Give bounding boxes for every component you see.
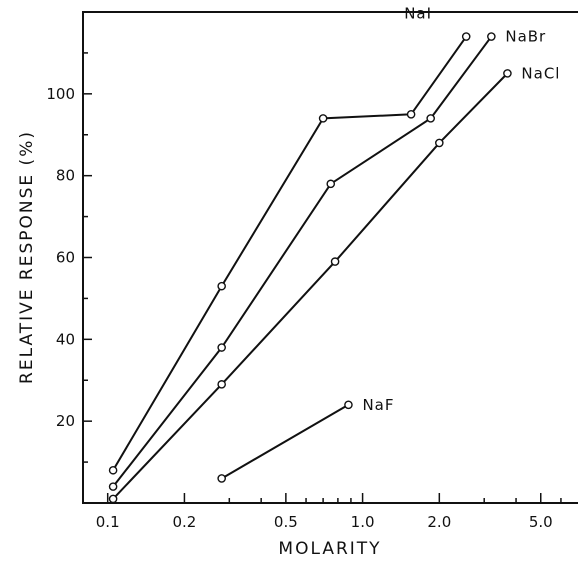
y-tick-label: 60 [56, 249, 75, 267]
x-tick-label: 0.2 [173, 513, 197, 531]
x-tick-label: 0.1 [96, 513, 120, 531]
data-point-nai [217, 281, 226, 291]
series-label-nacl: NaCl [521, 64, 560, 82]
series-labels: NaI NaBr NaCl NaF [362, 5, 560, 414]
data-point-nacl [503, 69, 512, 78]
series-label-naf: NaF [362, 396, 394, 414]
data-point-nacl [217, 380, 226, 389]
data-point-nai [318, 114, 328, 123]
chart-axes: 20 40 60 80 100 0.1 0.2 0.5 1.0 2.0 5.0 [46, 11, 578, 531]
series-line-nacl [112, 72, 509, 500]
data-point-naf [217, 474, 226, 483]
series-label-nabr: NaBr [505, 28, 546, 46]
data-point-nai [406, 109, 416, 119]
y-tick-label: 100 [46, 85, 75, 103]
data-point-nacl [108, 494, 118, 504]
series-line-naf [221, 403, 349, 480]
x-tick-label: 2.0 [427, 513, 451, 531]
data-point-nai [108, 465, 118, 475]
data-point-nacl [330, 257, 340, 266]
data-point-nabr [108, 482, 118, 491]
data-point-nai [461, 32, 471, 41]
series-group [108, 32, 512, 504]
y-tick-label: 20 [56, 412, 75, 430]
series-line-nabr [112, 35, 493, 488]
x-tick-label: 0.5 [274, 513, 298, 531]
x-tick-label: 5.0 [529, 513, 553, 531]
data-point-nabr [487, 32, 496, 41]
data-point-nacl [435, 138, 444, 148]
series-line-nai [112, 35, 468, 471]
x-axis-title: MOLARITY [278, 539, 381, 559]
y-tick-label: 40 [56, 330, 75, 348]
x-tick-label: 1.0 [351, 513, 375, 531]
series-label-nai: NaI [404, 5, 432, 23]
data-point-nabr [326, 179, 336, 189]
data-point-nabr [217, 343, 226, 352]
data-point-naf [344, 400, 353, 410]
y-axis-title: RELATIVE RESPONSE (%) [17, 130, 37, 384]
data-point-nabr [426, 114, 435, 123]
y-tick-label: 80 [56, 167, 75, 185]
